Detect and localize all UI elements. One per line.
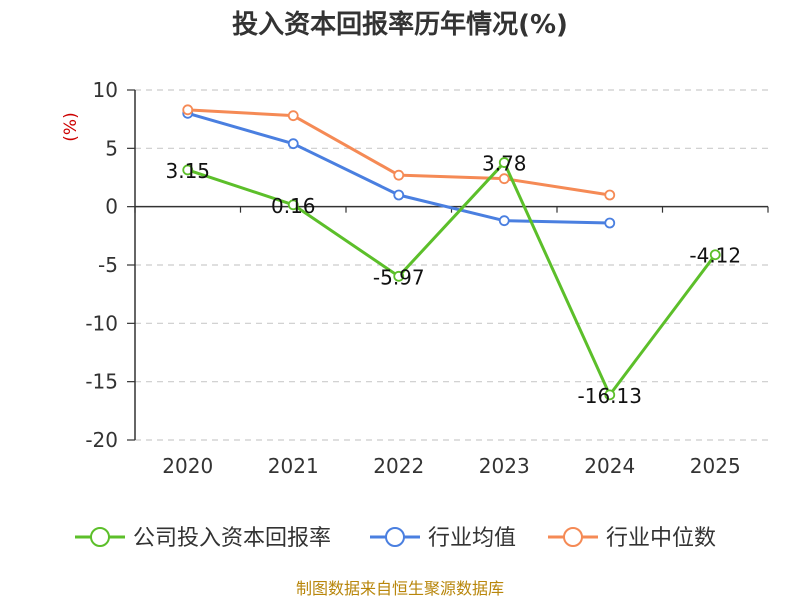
data-label: 0.16 [271, 194, 316, 218]
x-tick-label: 2023 [479, 454, 530, 478]
series-line-2 [187, 108, 610, 197]
x-tick-label: 2025 [690, 454, 741, 478]
y-axis-label: (%) [61, 112, 81, 141]
data-point[interactable] [498, 173, 510, 185]
x-tick-label: 2024 [584, 454, 635, 478]
data-point[interactable] [393, 169, 405, 181]
legend-label: 行业中位数 [606, 526, 716, 551]
data-point[interactable] [393, 270, 405, 282]
y-tick-label: -5 [98, 253, 118, 277]
series-lines [182, 104, 721, 401]
chart-title: 投入资本回报率历年情况(%) [232, 9, 568, 40]
data-label: 3.15 [165, 159, 210, 183]
data-point[interactable] [393, 189, 405, 201]
y-tick-label: -20 [85, 428, 118, 452]
y-tick-label: -10 [85, 311, 118, 335]
data-point[interactable] [287, 199, 299, 211]
data-point[interactable] [287, 110, 299, 122]
data-point[interactable] [604, 389, 616, 401]
legend-label: 公司投入资本回报率 [133, 526, 331, 551]
data-point[interactable] [709, 249, 721, 261]
data-point[interactable] [498, 157, 510, 168]
data-point[interactable] [182, 164, 194, 176]
legend[interactable]: 公司投入资本回报率 行业均值 行业中位数 [75, 526, 716, 551]
y-tick-label: 5 [105, 136, 118, 160]
legend-item-2[interactable]: 行业中位数 [548, 526, 716, 551]
legend-item-1[interactable]: 行业均值 [370, 526, 516, 551]
legend-label: 行业均值 [428, 526, 516, 551]
x-tick-label: 2020 [162, 454, 213, 478]
grid-lines [135, 89, 768, 441]
source-note: 制图数据来自恒生聚源数据库 [296, 579, 504, 598]
data-label: -4.12 [689, 244, 741, 268]
data-point[interactable] [604, 217, 616, 229]
legend-item-0[interactable]: 公司投入资本回报率 [75, 526, 331, 551]
legend-marker [563, 527, 583, 547]
series-line-0 [187, 161, 717, 397]
data-point[interactable] [498, 215, 510, 227]
data-label: 3.78 [482, 152, 527, 176]
legend-marker [90, 527, 110, 547]
data-label: -5.97 [373, 265, 425, 289]
data-point[interactable] [604, 189, 616, 201]
y-tick-label: 10 [93, 78, 118, 102]
data-point[interactable] [182, 104, 194, 116]
y-tick-label: -15 [85, 370, 118, 394]
data-labels: 3.15 0.16 -5.97 3.78 -16.13 -4.12 [165, 152, 741, 408]
legend-marker [385, 527, 405, 547]
x-tick-label: 2021 [268, 454, 319, 478]
data-point[interactable] [287, 138, 299, 150]
y-tick-label: 0 [105, 195, 118, 219]
x-tick-label: 2022 [373, 454, 424, 478]
data-label: -16.13 [578, 384, 642, 408]
axes: 10 5 0 -5 -10 -15 -20 2020 2021 2022 2023 2024 2025 [85, 78, 769, 478]
